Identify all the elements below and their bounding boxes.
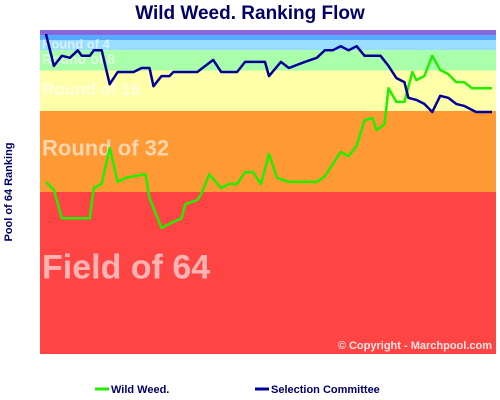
band-label: Field of 64 [42,249,210,287]
band [40,30,496,36]
copyright: © Copyright - Marchpool.com [338,340,492,352]
legend-label: Selection Committee [271,384,380,396]
series-line [44,33,492,114]
band [40,50,496,71]
band [40,35,496,41]
band-label: Round of 16 [42,80,140,99]
chart-title: Wild Weed. Ranking Flow [135,3,365,24]
band-label: Round of 4 [42,37,111,52]
legend-label: Wild Weed. [111,384,169,396]
band [40,192,496,354]
band-label: Round of 32 [42,136,169,161]
band-label: Round of 8 [42,51,115,67]
series-line [45,54,492,230]
legend: Wild Weed. Selection Committee [95,384,380,396]
band [40,40,496,51]
y-axis-label: Pool of 64 Ranking [3,142,15,241]
